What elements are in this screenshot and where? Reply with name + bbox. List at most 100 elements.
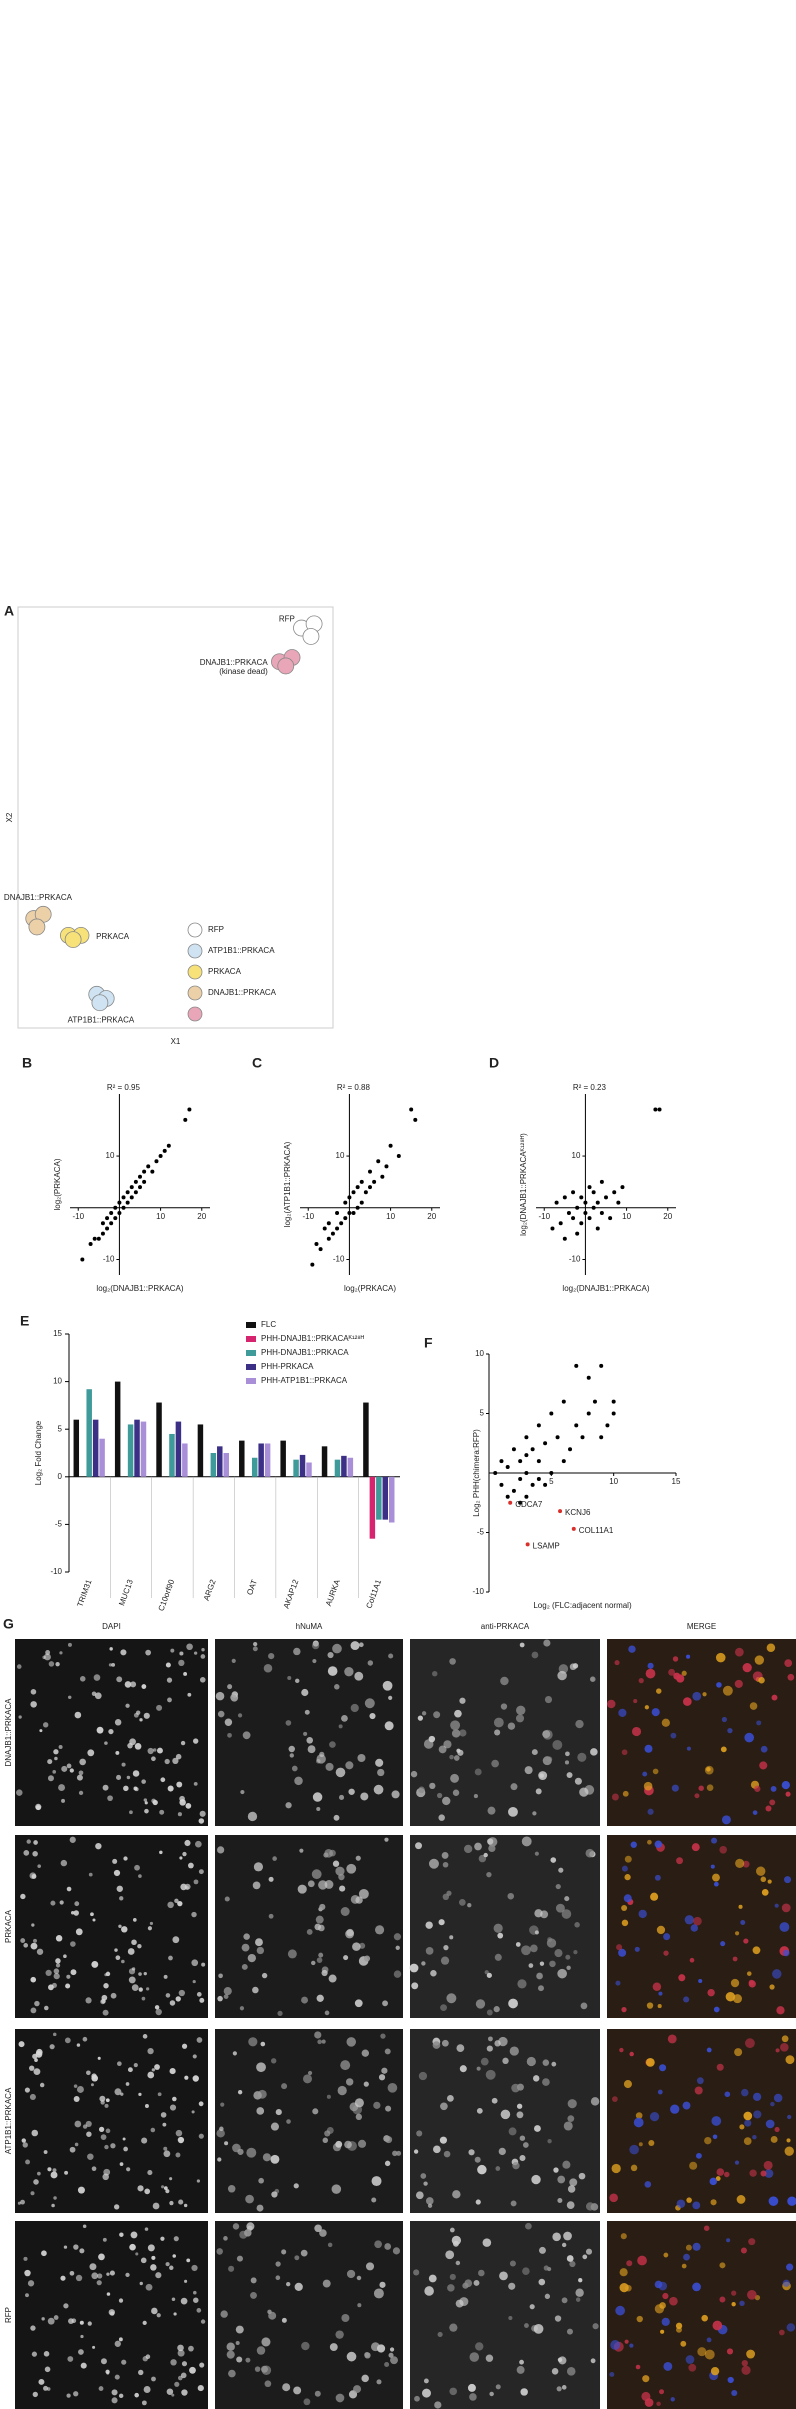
cell <box>743 2111 753 2121</box>
cell <box>327 1651 334 1659</box>
cell <box>449 2273 456 2281</box>
bar <box>182 1443 188 1477</box>
cell <box>784 1876 792 1884</box>
cell <box>566 2367 576 2376</box>
point <box>351 1210 356 1215</box>
cell <box>425 1921 433 1929</box>
cell <box>346 2037 357 2047</box>
y-axis-label: log₂(DNAJB1::PRKACAᴷ¹²⁸ᴴ) <box>519 1133 528 1236</box>
cell <box>623 1894 632 1903</box>
cell <box>658 1991 663 1996</box>
cell <box>105 2128 111 2134</box>
cell <box>638 1678 644 1684</box>
cell <box>771 1694 778 1701</box>
cell <box>268 1652 275 1660</box>
cell <box>644 1744 653 1753</box>
cell <box>89 2263 97 2271</box>
cell <box>144 2188 151 2195</box>
cell <box>160 2112 167 2118</box>
point <box>330 1231 335 1236</box>
cell <box>720 1746 727 1753</box>
cell <box>193 1651 198 1655</box>
cell <box>361 2049 370 2057</box>
cell <box>181 2389 188 2396</box>
cell <box>142 2320 147 2325</box>
cell <box>524 2323 529 2328</box>
cell <box>193 1738 199 1744</box>
cell <box>163 2146 168 2151</box>
cell <box>540 1910 549 1919</box>
cell <box>645 2057 655 2067</box>
cell <box>107 1795 113 1802</box>
cell <box>96 1726 104 1734</box>
cell <box>536 1972 543 1980</box>
cell <box>104 2144 109 2150</box>
cell <box>55 1963 61 1968</box>
bar <box>217 1446 223 1477</box>
point <box>64 931 82 948</box>
cell <box>732 1956 738 1962</box>
cell <box>218 1973 223 1979</box>
cell <box>135 2252 139 2256</box>
cell <box>735 1647 744 1657</box>
cell <box>756 1866 766 1876</box>
cell <box>114 2374 120 2380</box>
cell <box>656 1925 666 1935</box>
cell <box>171 2393 175 2397</box>
cell <box>630 1841 637 1848</box>
cell <box>87 1749 95 1757</box>
cell <box>16 1789 23 1796</box>
cell <box>105 2369 110 2374</box>
cell <box>740 2247 747 2254</box>
cell <box>707 1988 715 1997</box>
x-tick-label: ARG2 <box>202 1578 218 1602</box>
point <box>586 1411 591 1416</box>
cell <box>678 1974 686 1982</box>
cell <box>31 2351 38 2357</box>
cell <box>669 2296 678 2306</box>
cell <box>554 2315 562 2322</box>
cell <box>36 2048 43 2056</box>
point <box>113 1216 118 1221</box>
cell <box>224 2141 229 2146</box>
cell <box>193 2290 197 2295</box>
cell <box>551 2061 557 2067</box>
cell <box>618 1948 627 1957</box>
cell <box>621 1919 629 1927</box>
cell <box>747 2290 757 2300</box>
panel-letter: E <box>20 1313 29 1329</box>
cell <box>512 2162 520 2170</box>
cell <box>121 2359 127 2365</box>
cell <box>115 1750 120 1755</box>
cell <box>165 1993 171 1998</box>
cell <box>191 2264 198 2272</box>
cell <box>413 2269 420 2276</box>
cell <box>657 2089 663 2095</box>
point <box>562 1236 567 1241</box>
cell <box>670 1732 677 1739</box>
cell <box>121 1926 128 1933</box>
cell <box>138 1972 142 1976</box>
cell <box>152 2202 160 2210</box>
cell <box>519 2135 526 2141</box>
cell <box>271 2191 278 2198</box>
cell <box>410 1770 418 1778</box>
cell <box>443 1740 452 1749</box>
cell <box>388 2352 394 2358</box>
cell <box>23 1850 30 1856</box>
cell <box>423 2181 428 2186</box>
legend-swatch <box>246 1364 256 1370</box>
point <box>524 1494 529 1499</box>
cell <box>706 2047 712 2053</box>
cell <box>256 2346 266 2355</box>
cell <box>142 2356 148 2362</box>
cell <box>652 1982 662 1991</box>
cell <box>358 1642 364 1648</box>
cell <box>111 1662 116 1667</box>
bar <box>382 1476 389 1520</box>
cell <box>343 1955 349 1961</box>
cell <box>384 1837 389 1842</box>
cell <box>297 1884 307 1894</box>
panel-letter: D <box>489 1055 499 1071</box>
cell <box>23 2256 28 2261</box>
